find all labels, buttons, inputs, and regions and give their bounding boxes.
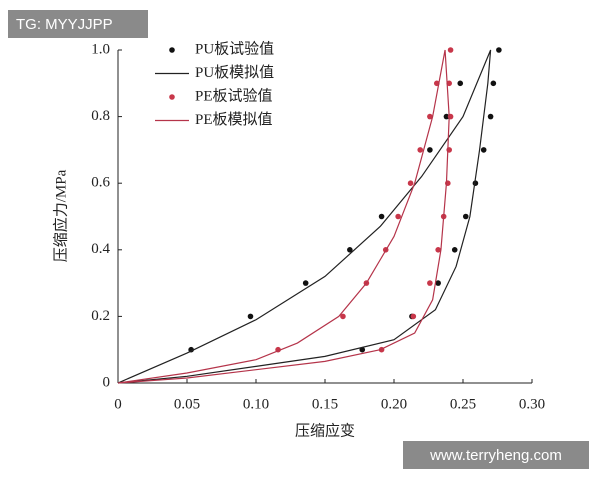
x-axis-label: 压缩应变	[295, 421, 355, 439]
x-tick-label: 0.20	[381, 396, 407, 412]
x-tick-label: 0.30	[519, 396, 545, 412]
y-tick-label: 0.4	[91, 241, 110, 257]
legend-label: PU板试验值	[195, 39, 274, 57]
data-point	[410, 313, 417, 320]
data-point	[395, 213, 401, 220]
data-point	[447, 47, 454, 53]
data-point	[302, 280, 309, 286]
data-point	[247, 313, 254, 320]
x-tick-label: 0.15	[312, 396, 338, 412]
x-tick-label: 0	[114, 396, 122, 412]
data-point	[487, 113, 494, 120]
data-point	[435, 247, 441, 253]
y-tick-label: 1.0	[91, 41, 110, 57]
data-point	[496, 47, 502, 53]
watermark: TG: MYYJJPP	[16, 16, 113, 33]
data-point	[427, 147, 433, 153]
data-point	[427, 113, 433, 120]
data-point	[490, 80, 497, 87]
watermark: www.terryheng.com	[429, 447, 562, 464]
data-line	[117, 49, 492, 384]
data-point	[407, 180, 414, 186]
data-point	[340, 313, 346, 320]
data-point	[435, 280, 441, 286]
watermark-box	[8, 10, 148, 38]
legend-label: PU板模拟值	[195, 63, 274, 81]
y-tick-label: 0.6	[91, 175, 110, 191]
y-tick-label: 0.2	[91, 308, 110, 324]
data-point	[417, 147, 424, 153]
data-point	[378, 213, 385, 220]
watermark-box	[403, 441, 589, 469]
y-tick-label: 0.8	[91, 108, 110, 124]
legend-marker	[169, 47, 175, 53]
y-tick-label: 0	[103, 374, 111, 390]
x-tick-label: 0.25	[450, 396, 476, 412]
y-axis-label: 压缩应力/MPa	[51, 169, 69, 262]
x-tick-label: 0.05	[174, 396, 200, 412]
data-point	[480, 147, 487, 153]
data-line	[117, 49, 450, 384]
legend-label: PE板试验值	[195, 86, 273, 104]
x-tick-label: 0.10	[243, 396, 269, 412]
data-point	[462, 213, 469, 220]
data-point	[451, 247, 458, 253]
data-point	[443, 113, 450, 120]
data-point	[457, 80, 464, 87]
data-point	[427, 280, 433, 286]
legend-marker	[169, 94, 175, 100]
data-point	[347, 247, 353, 253]
legend-label: PE板模拟值	[195, 110, 273, 128]
